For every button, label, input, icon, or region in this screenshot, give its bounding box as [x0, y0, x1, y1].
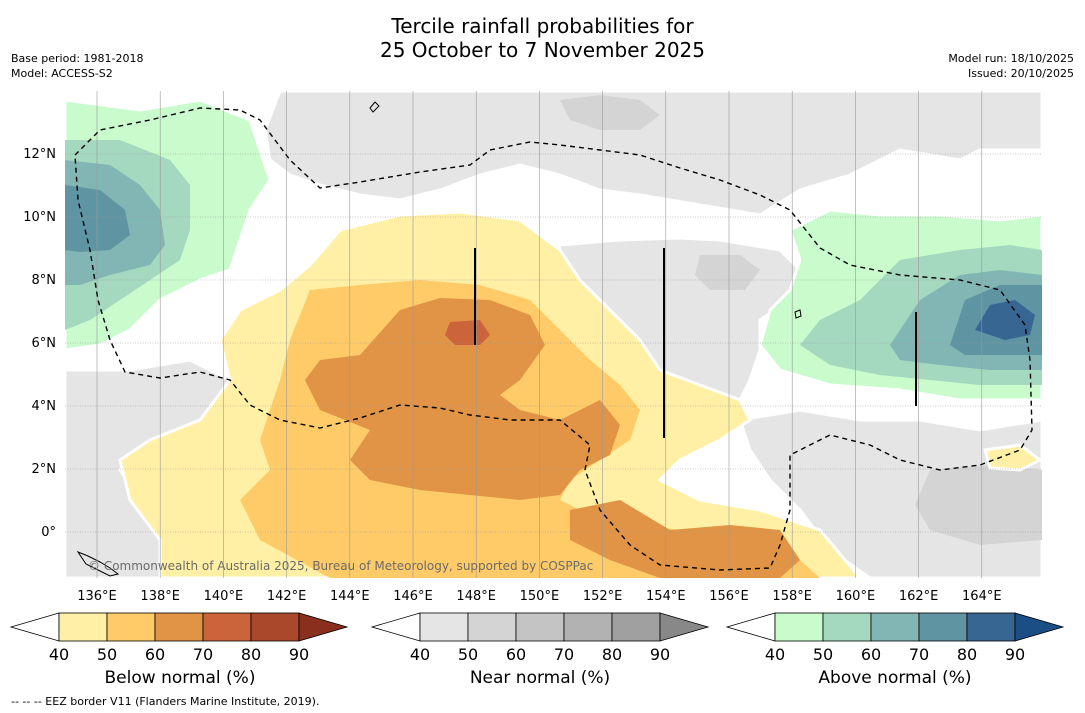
above-colorbar-tick: 50: [813, 645, 833, 664]
longitude-label: 138°E: [140, 589, 180, 604]
meta-left: Base period: 1981-2018 Model: ACCESS-S2: [11, 51, 143, 81]
island-east-1: [794, 309, 802, 319]
island-north-1: [369, 101, 380, 113]
title-line-2: 25 October to 7 November 2025: [379, 38, 706, 62]
near-colorbar-right-extension: [659, 612, 710, 642]
latitude-label: 0°: [41, 525, 56, 540]
near-colorbar-tick: 50: [458, 645, 478, 664]
longitude-label: 162°E: [899, 589, 939, 604]
base-period: Base period: 1981-2018: [11, 52, 144, 65]
near-region-southeast-dark: [915, 465, 1042, 545]
below-colorbar-tick: 40: [49, 645, 69, 664]
near-colorbar-tick: 80: [602, 645, 622, 664]
below-colorbar-segment: [58, 612, 108, 642]
above-colorbar-tick: 90: [1005, 645, 1025, 664]
below-colorbar-tick: 70: [193, 645, 213, 664]
longitude-label: 150°E: [520, 589, 560, 604]
map-title: Tercile rainfall probabilities for 25 Oc…: [0, 14, 1085, 62]
above-colorbar-tick: 60: [861, 645, 881, 664]
title-line-1: Tercile rainfall probabilities for: [391, 14, 694, 38]
latitude-label: 8°N: [32, 273, 57, 288]
longitude-label: 144°E: [330, 589, 370, 604]
near-colorbar-left-extension: [370, 612, 421, 642]
longitude-label: 142°E: [267, 589, 307, 604]
above-region-east-peak: [975, 300, 1035, 340]
below-colorbar-left-extension: [9, 612, 60, 642]
below-colorbar-segment: [250, 612, 300, 642]
near-colorbar-tick: 70: [554, 645, 574, 664]
model-name: Model: ACCESS-S2: [11, 67, 113, 80]
below-region-core: [445, 320, 490, 345]
near-colorbar-tick: 90: [650, 645, 670, 664]
model-run: Model run: 18/10/2025: [948, 52, 1074, 65]
above-colorbar-right-extension: [1014, 612, 1065, 642]
above-colorbar-segment: [966, 612, 1016, 642]
eez-border: [74, 107, 1033, 571]
below-colorbar-right-extension: [298, 612, 349, 642]
above-colorbar-segment: [918, 612, 968, 642]
near-normal-label: Near normal (%): [469, 668, 611, 688]
land-outlines: [76, 101, 802, 577]
near-region-north-dark: [560, 95, 660, 130]
latitude-label: 6°N: [32, 336, 57, 351]
longitude-label: 160°E: [836, 589, 876, 604]
latitude-label: 12°N: [23, 147, 56, 162]
near-colorbar-segment: [467, 612, 517, 642]
below-region-east-patch: [983, 443, 1042, 472]
meta-right: Model run: 18/10/2025 Issued: 20/10/2025: [948, 51, 1074, 81]
near-colorbar-segment: [611, 612, 661, 642]
eez-border-west: [74, 107, 1033, 571]
latitude-label: 2°N: [32, 462, 57, 477]
copyright-text: © Commonwealth of Australia 2025, Bureau…: [88, 559, 593, 573]
above-colorbar-segment: [774, 612, 824, 642]
longitude-label: 152°E: [583, 589, 623, 604]
above-colorbar-segment: [870, 612, 920, 642]
longitude-label: 158°E: [772, 589, 812, 604]
above-normal-label: Above normal (%): [818, 668, 972, 688]
island-west-coast: [76, 550, 120, 577]
above-region-west-core: [65, 185, 130, 252]
below-region-south-patch: [570, 500, 800, 578]
below-colorbar-tick: 50: [97, 645, 117, 664]
near-colorbar-tick: 60: [506, 645, 526, 664]
below-colorbar-segment: [202, 612, 252, 642]
above-colorbar-tick: 70: [909, 645, 929, 664]
below-colorbar-segment: [154, 612, 204, 642]
longitude-label: 156°E: [709, 589, 749, 604]
near-region-center-dark: [695, 255, 760, 290]
above-colorbar-left-extension: [725, 612, 776, 642]
map-plot-area: [65, 91, 1042, 578]
near-region-north: [263, 91, 1042, 217]
below-normal-label: Below normal (%): [104, 668, 256, 688]
latitude-labels: 12°N 10°N 8°N 6°N 4°N 2°N 0°: [23, 147, 56, 540]
longitude-label: 146°E: [393, 589, 433, 604]
below-colorbar-tick: 60: [145, 645, 165, 664]
graticule: [65, 91, 1042, 578]
near-colorbar-segment: [419, 612, 469, 642]
near-colorbar-tick: 40: [410, 645, 430, 664]
below-colorbar-segment: [106, 612, 156, 642]
near-colorbar-segment: [563, 612, 613, 642]
longitude-label: 154°E: [646, 589, 686, 604]
colorbars: 40 50 60 70 80 90 40 50 60 70 80 90 40 50 60 70 80 90: [9, 612, 1065, 664]
longitude-label: 164°E: [962, 589, 1002, 604]
above-colorbar-tick: 80: [957, 645, 977, 664]
above-colorbar-segment: [822, 612, 872, 642]
below-colorbar-tick: 90: [289, 645, 309, 664]
longitude-label: 148°E: [456, 589, 496, 604]
above-colorbar-tick: 40: [765, 645, 785, 664]
eez-footnote: -- -- -- EEZ border V11 (Flanders Marine…: [11, 695, 320, 708]
latitude-label: 10°N: [23, 210, 56, 225]
below-region-inner: [305, 298, 620, 500]
issued-date: Issued: 20/10/2025: [967, 67, 1074, 80]
latitude-label: 4°N: [32, 399, 57, 414]
below-colorbar-tick: 80: [241, 645, 261, 664]
longitude-label: 136°E: [77, 589, 117, 604]
near-colorbar-segment: [515, 612, 565, 642]
longitude-labels: 136°E 138°E 140°E 142°E 144°E 146°E 148°E 150°E…: [77, 589, 1001, 604]
longitude-label: 140°E: [204, 589, 244, 604]
